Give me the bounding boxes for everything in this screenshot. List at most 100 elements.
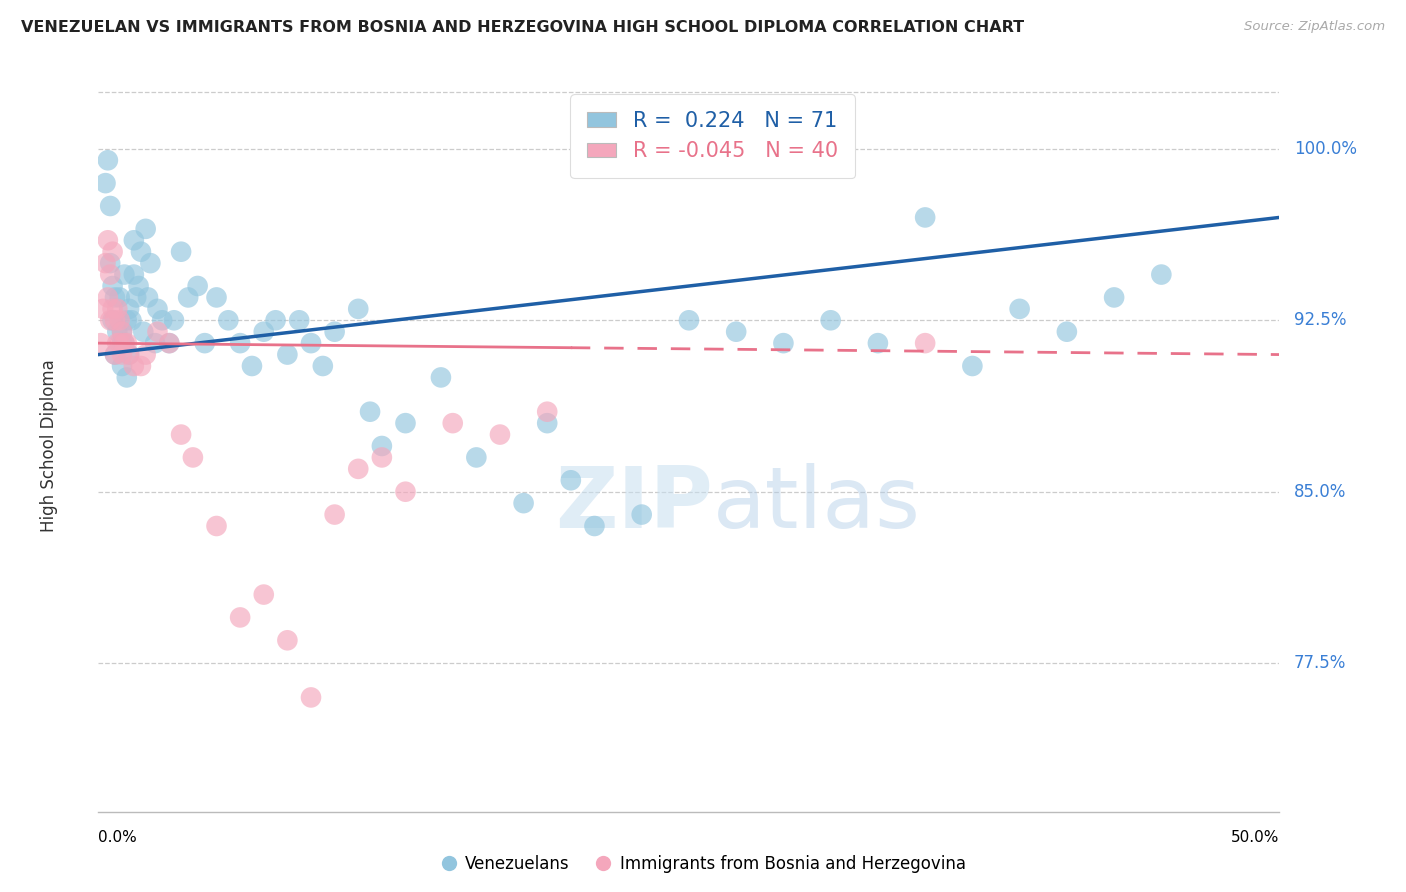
Point xyxy=(512,496,534,510)
Point xyxy=(371,450,394,465)
Point xyxy=(118,301,141,316)
Point xyxy=(299,690,322,705)
Point xyxy=(205,290,228,304)
Point xyxy=(111,336,134,351)
Point xyxy=(98,256,121,270)
Point xyxy=(122,268,145,282)
Point xyxy=(111,325,134,339)
Point xyxy=(112,336,135,351)
Point xyxy=(264,313,287,327)
Point xyxy=(94,176,117,190)
Point xyxy=(105,336,128,351)
Legend: R =  0.224   N = 71, R = -0.045   N = 40: R = 0.224 N = 71, R = -0.045 N = 40 xyxy=(571,95,855,178)
Point xyxy=(229,336,252,351)
Point xyxy=(229,610,252,624)
Point xyxy=(135,347,157,362)
Point xyxy=(394,416,416,430)
Point xyxy=(725,325,748,339)
Point xyxy=(97,233,120,247)
Point xyxy=(163,313,186,327)
Point xyxy=(299,336,322,351)
Point xyxy=(122,359,145,373)
Text: ZIP: ZIP xyxy=(555,463,713,546)
Point xyxy=(465,450,488,465)
Text: atlas: atlas xyxy=(713,463,921,546)
Point xyxy=(583,519,606,533)
Point xyxy=(194,336,217,351)
Point xyxy=(288,313,311,327)
Point xyxy=(323,508,346,522)
Point xyxy=(104,313,127,327)
Point xyxy=(866,336,889,351)
Point xyxy=(371,439,394,453)
Point xyxy=(678,313,700,327)
Point xyxy=(97,290,120,304)
Point xyxy=(441,416,464,430)
Point xyxy=(98,199,121,213)
Point xyxy=(170,244,193,259)
Point xyxy=(146,325,169,339)
Point xyxy=(1056,325,1078,339)
Text: 85.0%: 85.0% xyxy=(1294,483,1346,500)
Point xyxy=(115,336,138,351)
Point xyxy=(157,336,180,351)
Point xyxy=(205,519,228,533)
Text: 92.5%: 92.5% xyxy=(1294,311,1346,329)
Point xyxy=(97,153,120,168)
Point xyxy=(143,336,166,351)
Point xyxy=(135,222,157,236)
Point xyxy=(560,473,582,487)
Point xyxy=(1150,268,1173,282)
Point xyxy=(111,359,134,373)
Point xyxy=(253,588,276,602)
Point xyxy=(101,244,124,259)
Point xyxy=(394,484,416,499)
Point xyxy=(90,336,112,351)
Point xyxy=(129,359,152,373)
Point xyxy=(323,325,346,339)
Point xyxy=(111,325,134,339)
Point xyxy=(489,427,512,442)
Point xyxy=(276,633,298,648)
Point xyxy=(104,290,127,304)
Point xyxy=(101,313,124,327)
Point xyxy=(146,301,169,316)
Point xyxy=(170,427,193,442)
Point xyxy=(104,347,127,362)
Point xyxy=(347,301,370,316)
Point xyxy=(128,279,150,293)
Point xyxy=(253,325,276,339)
Text: 0.0%: 0.0% xyxy=(98,830,138,845)
Point xyxy=(347,462,370,476)
Point xyxy=(94,256,117,270)
Point xyxy=(115,370,138,384)
Point xyxy=(105,301,128,316)
Point xyxy=(101,279,124,293)
Point xyxy=(1102,290,1125,304)
Point xyxy=(359,405,381,419)
Point xyxy=(112,268,135,282)
Text: 50.0%: 50.0% xyxy=(1232,830,1279,845)
Point xyxy=(150,313,173,327)
Point xyxy=(630,508,652,522)
Point xyxy=(125,290,148,304)
Point xyxy=(217,313,239,327)
Point xyxy=(187,279,209,293)
Text: VENEZUELAN VS IMMIGRANTS FROM BOSNIA AND HERZEGOVINA HIGH SCHOOL DIPLOMA CORRELA: VENEZUELAN VS IMMIGRANTS FROM BOSNIA AND… xyxy=(21,20,1024,35)
Point xyxy=(101,301,124,316)
Point xyxy=(98,313,121,327)
Point xyxy=(105,325,128,339)
Point xyxy=(962,359,984,373)
Point xyxy=(1008,301,1031,316)
Point xyxy=(108,336,131,351)
Point xyxy=(820,313,842,327)
Point xyxy=(122,233,145,247)
Point xyxy=(914,336,936,351)
Point xyxy=(108,313,131,327)
Point xyxy=(536,416,558,430)
Point xyxy=(312,359,335,373)
Point xyxy=(121,313,143,327)
Point xyxy=(91,301,114,316)
Legend: Venezuelans, Immigrants from Bosnia and Herzegovina: Venezuelans, Immigrants from Bosnia and … xyxy=(433,848,973,880)
Text: High School Diploma: High School Diploma xyxy=(39,359,58,533)
